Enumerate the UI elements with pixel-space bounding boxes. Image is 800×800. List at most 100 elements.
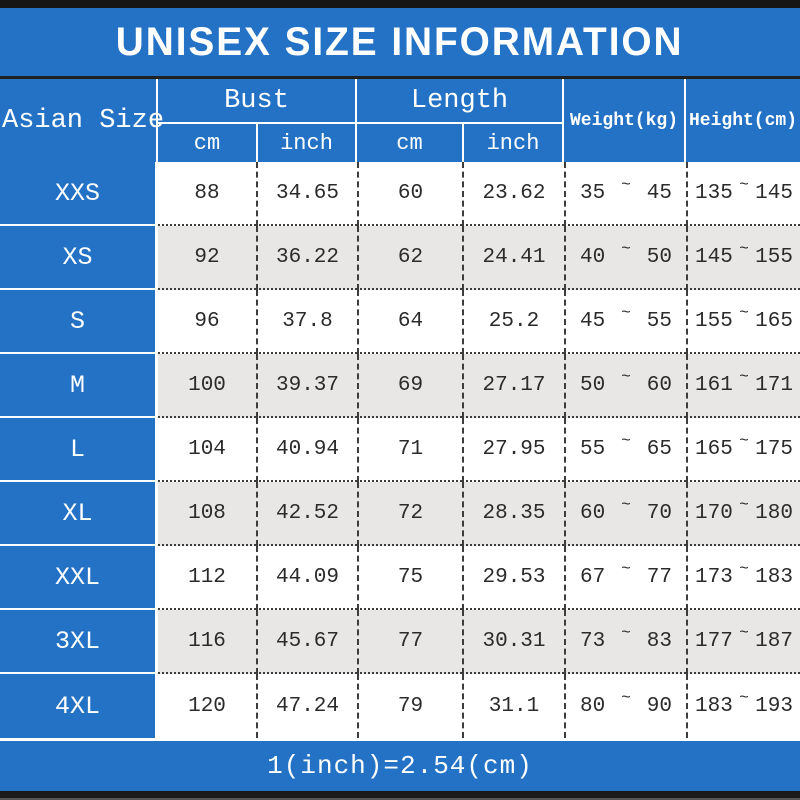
header-length-units: cm inch [357,124,562,162]
range-max: 183 [755,565,793,589]
range-max: 180 [755,501,793,525]
range-min: 161 [695,373,733,397]
bust-cm-cell: 92 [158,226,256,290]
weight-range-cell: 50 ~60 [564,354,686,418]
tilde-symbol: ~ [739,624,749,642]
height-range-cell: 177 ~187 [686,610,800,674]
header-bust-label: Bust [158,79,355,124]
bust-cm-cell: 104 [158,418,256,482]
size-cell: XXL [0,546,158,610]
footer-divider [0,738,800,741]
bust-inch-cell: 44.09 [256,546,357,610]
tilde-symbol: ~ [739,240,749,258]
weight-range-cell: 40 ~50 [564,226,686,290]
range-max: 187 [755,629,793,653]
length-inch-cell: 27.17 [462,354,564,418]
weight-range-cell: 60 ~70 [564,482,686,546]
weight-range-cell: 73 ~83 [564,610,686,674]
range-max: 60 [646,373,672,397]
bust-inch-cell: 45.67 [256,610,357,674]
tilde-symbol: ~ [739,689,749,707]
range-max: 165 [755,309,793,333]
bust-inch-cell: 39.37 [256,354,357,418]
header-length-label: Length [357,79,562,124]
length-cm-cell: 71 [357,418,462,482]
range-min: 183 [695,694,733,718]
conversion-note-bar: 1(inch)=2.54(cm) [0,741,800,791]
length-cm-cell: 64 [357,290,462,354]
height-range-cell: 161 ~171 [686,354,800,418]
length-cm-cell: 79 [357,674,462,738]
range-min: 165 [695,437,733,461]
table-row-xxl: XXL 112 44.09 75 29.53 67 ~77 173 ~183 [0,546,800,610]
table-body: XXS 88 34.65 60 23.62 35 ~45 135 ~145 XS 9… [0,162,800,738]
length-inch-cell: 30.31 [462,610,564,674]
length-cm-cell: 75 [357,546,462,610]
range-min: 80 [580,694,606,718]
height-range-cell: 135 ~145 [686,162,800,226]
range-max: 65 [646,437,672,461]
range-max: 171 [755,373,793,397]
table-row-s: S 96 37.8 64 25.2 45 ~55 155 ~165 [0,290,800,354]
length-cm-cell: 77 [357,610,462,674]
height-range-cell: 165 ~175 [686,418,800,482]
top-border-bar [0,0,800,8]
bust-inch-cell: 42.52 [256,482,357,546]
page-title: UNISEX SIZE INFORMATION [116,19,684,64]
header-bust-units: cm inch [158,124,355,162]
header-bust-inch: inch [256,124,355,162]
bust-cm-cell: 96 [158,290,256,354]
range-max: 145 [755,181,793,205]
tilde-symbol: ~ [621,496,631,514]
bust-cm-cell: 120 [158,674,256,738]
weight-range-cell: 45 ~55 [564,290,686,354]
bust-inch-cell: 34.65 [256,162,357,226]
range-max: 77 [646,565,672,589]
table-row-xl: XL 108 42.52 72 28.35 60 ~70 170 ~180 [0,482,800,546]
tilde-symbol: ~ [739,496,749,514]
table-row-m: M 100 39.37 69 27.17 50 ~60 161 ~171 [0,354,800,418]
range-max: 193 [755,694,793,718]
range-min: 73 [580,629,606,653]
length-inch-cell: 27.95 [462,418,564,482]
title-divider [0,76,800,79]
tilde-symbol: ~ [621,624,631,642]
header-weight: Weight(kg) [564,79,686,162]
tilde-symbol: ~ [739,432,749,450]
range-max: 55 [646,309,672,333]
length-cm-cell: 72 [357,482,462,546]
range-min: 145 [695,245,733,269]
length-cm-cell: 60 [357,162,462,226]
tilde-symbol: ~ [621,560,631,578]
table-row-xxs: XXS 88 34.65 60 23.62 35 ~45 135 ~145 [0,162,800,226]
bust-inch-cell: 36.22 [256,226,357,290]
header-group-bust: Bust cm inch [158,79,357,162]
header-length-cm: cm [396,130,423,156]
range-max: 90 [646,694,672,718]
range-max: 70 [646,501,672,525]
range-max: 83 [646,629,672,653]
height-range-cell: 173 ~183 [686,546,800,610]
range-min: 155 [695,309,733,333]
range-min: 135 [695,181,733,205]
range-min: 40 [580,245,606,269]
conversion-note: 1(inch)=2.54(cm) [267,751,533,781]
length-inch-cell: 31.1 [462,674,564,738]
length-cm-cell: 69 [357,354,462,418]
height-range-cell: 183 ~193 [686,674,800,738]
weight-range-cell: 80 ~90 [564,674,686,738]
range-min: 45 [580,309,606,333]
header-length-inch: inch [462,124,562,162]
table-row-xs: XS 92 36.22 62 24.41 40 ~50 145 ~155 [0,226,800,290]
bust-inch-cell: 40.94 [256,418,357,482]
size-cell: XL [0,482,158,546]
range-min: 35 [580,181,606,205]
size-cell: 4XL [0,674,158,738]
range-min: 177 [695,629,733,653]
length-inch-cell: 25.2 [462,290,564,354]
table-row-l: L 104 40.94 71 27.95 55 ~65 165 ~175 [0,418,800,482]
header-group-length: Length cm inch [357,79,564,162]
height-range-cell: 145 ~155 [686,226,800,290]
table-header: Asian Size Bust cm inch Length cm inch W… [0,79,800,162]
